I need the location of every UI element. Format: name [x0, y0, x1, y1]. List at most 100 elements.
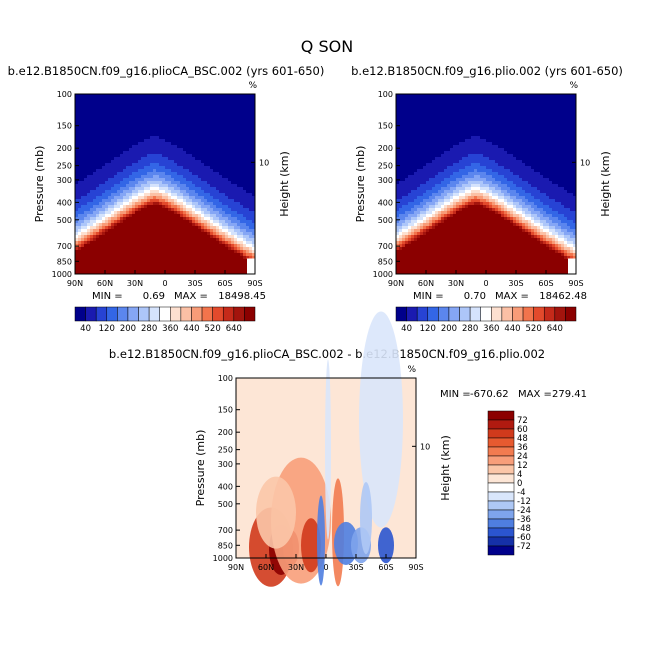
field-cell [432, 124, 435, 127]
field-cell [210, 181, 213, 184]
field-cell [234, 268, 237, 271]
field-cell [213, 169, 216, 172]
field-cell [453, 166, 456, 169]
field-cell [231, 214, 234, 217]
field-cell [192, 241, 195, 244]
field-cell [453, 250, 456, 253]
field-cell [453, 145, 456, 148]
field-cell [444, 187, 447, 190]
field-cell [93, 142, 96, 145]
field-cell [177, 139, 180, 142]
field-cell [150, 259, 153, 262]
field-cell [159, 226, 162, 229]
field-cell [168, 145, 171, 148]
field-cell [180, 181, 183, 184]
field-cell [102, 250, 105, 253]
field-cell [210, 112, 213, 115]
field-cell [144, 208, 147, 211]
field-cell [96, 187, 99, 190]
field-cell [171, 115, 174, 118]
field-cell [426, 169, 429, 172]
field-cell [168, 235, 171, 238]
field-cell [165, 145, 168, 148]
field-cell [183, 109, 186, 112]
field-cell [426, 145, 429, 148]
field-cell [138, 202, 141, 205]
field-cell [402, 253, 405, 256]
field-cell [186, 196, 189, 199]
field-cell [171, 208, 174, 211]
field-cell [456, 166, 459, 169]
field-cell [204, 226, 207, 229]
field-cell [396, 232, 399, 235]
field-cell [81, 229, 84, 232]
field-cell [156, 199, 159, 202]
field-cell [420, 247, 423, 250]
field-cell [213, 127, 216, 130]
field-cell [189, 166, 192, 169]
field-cell [210, 250, 213, 253]
field-cell [441, 163, 444, 166]
field-cell [237, 154, 240, 157]
field-cell [405, 166, 408, 169]
field-cell [75, 256, 78, 259]
field-cell [210, 118, 213, 121]
field-cell [405, 223, 408, 226]
field-cell [414, 208, 417, 211]
field-cell [141, 265, 144, 268]
field-cell [231, 226, 234, 229]
field-cell [441, 94, 444, 97]
field-cell [441, 238, 444, 241]
field-cell [75, 238, 78, 241]
field-cell [129, 220, 132, 223]
field-cell [147, 232, 150, 235]
field-cell [144, 241, 147, 244]
field-cell [126, 193, 129, 196]
field-cell [435, 97, 438, 100]
field-cell [246, 94, 249, 97]
field-cell [192, 157, 195, 160]
field-cell [99, 211, 102, 214]
field-cell [159, 136, 162, 139]
field-cell [183, 205, 186, 208]
field-cell [249, 145, 252, 148]
field-cell [456, 196, 459, 199]
field-cell [111, 100, 114, 103]
field-cell [147, 151, 150, 154]
field-cell [93, 127, 96, 130]
field-cell [210, 130, 213, 133]
field-cell [414, 247, 417, 250]
field-cell [156, 226, 159, 229]
field-cell [237, 241, 240, 244]
field-cell [78, 151, 81, 154]
field-cell [102, 157, 105, 160]
field-cell [396, 94, 399, 97]
field-cell [126, 100, 129, 103]
field-cell [213, 109, 216, 112]
field-cell [435, 163, 438, 166]
field-cell [450, 169, 453, 172]
field-cell [189, 172, 192, 175]
field-cell [420, 106, 423, 109]
field-cell [171, 217, 174, 220]
field-cell [447, 163, 450, 166]
field-cell [135, 214, 138, 217]
field-cell [231, 265, 234, 268]
field-cell [183, 262, 186, 265]
field-cell [177, 157, 180, 160]
field-cell [189, 136, 192, 139]
field-cell [102, 145, 105, 148]
field-cell [114, 241, 117, 244]
field-cell [108, 169, 111, 172]
field-cell [138, 184, 141, 187]
field-cell [423, 223, 426, 226]
field-cell [243, 139, 246, 142]
field-cell [456, 208, 459, 211]
field-cell [450, 163, 453, 166]
field-cell [159, 106, 162, 109]
field-cell [78, 130, 81, 133]
field-cell [135, 100, 138, 103]
field-cell [123, 112, 126, 115]
field-cell [108, 232, 111, 235]
field-cell [180, 226, 183, 229]
